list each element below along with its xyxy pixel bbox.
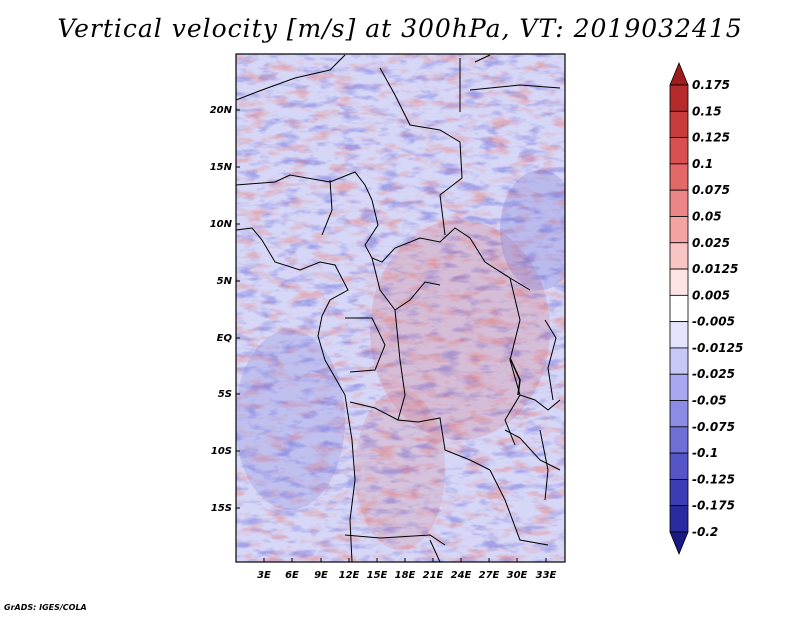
colorbar-swatch	[669, 137, 689, 165]
colorbar-swatch	[669, 321, 689, 349]
colorbar-swatch	[669, 505, 689, 533]
lon-tick-label: 27E	[479, 570, 500, 581]
country-borders	[236, 54, 561, 562]
colorbar: 0.175 0.15 0.125 0.1 0.075 0.05 0.025 0.0125 0.0…	[669, 61, 743, 556]
grads-credit: GrADS: IGES/COLA	[4, 603, 87, 612]
colorbar-swatch	[669, 294, 689, 323]
vertical-velocity-field	[236, 54, 565, 562]
lon-tick-label: 33E	[536, 570, 557, 581]
lat-tick-label: 10S	[211, 446, 232, 457]
colorbar-swatch	[669, 268, 689, 296]
colorbar-label: 0.075	[692, 183, 730, 197]
colorbar-label: 0.05	[692, 209, 722, 223]
lon-tick-label: 9E	[314, 570, 328, 581]
lat-tick-label: 10N	[210, 219, 233, 230]
lon-tick-label: 21E	[423, 570, 444, 581]
colorbar-label: -0.125	[692, 472, 735, 486]
colorbar-swatch	[669, 452, 689, 480]
colorbar-label: 0.15	[692, 104, 722, 118]
lon-tick-label: 30E	[507, 570, 528, 581]
chart-title: Vertical velocity [m/s] at 300hPa, VT: 2…	[57, 14, 743, 43]
colorbar-swatch	[669, 426, 689, 454]
map-frame	[235, 53, 566, 563]
lon-tick-label: 12E	[339, 570, 360, 581]
colorbar-swatch	[669, 189, 689, 217]
lat-tick-label: 5N	[217, 276, 233, 287]
colorbar-label: -0.025	[692, 367, 735, 381]
lat-tick-label: 5S	[218, 389, 232, 400]
colorbar-swatch	[669, 84, 689, 112]
colorbar-label: -0.005	[692, 315, 735, 329]
colorbar-label: 0.0125	[692, 262, 738, 276]
colorbar-swatch	[669, 347, 689, 375]
lon-tick-label: 15E	[367, 570, 388, 581]
colorbar-label: -0.2	[692, 525, 718, 539]
colorbar-label: 0.1	[692, 157, 713, 171]
colorbar-label: -0.1	[692, 446, 718, 460]
lat-tick-label: 20N	[210, 105, 233, 116]
lon-tick-label: 6E	[285, 570, 299, 581]
longitude-axis: 3E 6E 9E 12E 15E 18E 21E 24E 27E 30E 33E	[257, 558, 557, 581]
lon-tick-label: 3E	[257, 570, 271, 581]
lat-tick-label: 15N	[210, 162, 233, 173]
colorbar-swatch	[669, 373, 689, 401]
colorbar-swatch	[669, 163, 689, 191]
colorbar-label: 0.175	[692, 78, 730, 92]
lat-tick-label: EQ	[217, 333, 233, 344]
colorbar-top-arrow	[669, 61, 689, 86]
colorbar-swatch	[669, 242, 689, 270]
colorbar-label: -0.175	[692, 499, 735, 513]
lat-tick-label: 15S	[211, 503, 232, 514]
colorbar-label: -0.075	[692, 420, 735, 434]
colorbar-swatch	[669, 216, 689, 244]
colorbar-bottom-arrow	[669, 531, 689, 556]
lon-tick-label: 18E	[395, 570, 416, 581]
colorbar-swatch	[669, 400, 689, 428]
colorbar-label: 0.125	[692, 131, 730, 145]
colorbar-swatch	[669, 479, 689, 507]
colorbar-label: 0.025	[692, 236, 730, 250]
colorbar-label: -0.0125	[692, 341, 743, 355]
latitude-axis: 20N 15N 10N 5N EQ 5S 10S 15S	[210, 105, 240, 514]
lon-tick-label: 24E	[451, 570, 472, 581]
colorbar-swatch	[669, 110, 689, 138]
colorbar-label: 0.005	[692, 288, 730, 302]
colorbar-label: -0.05	[692, 394, 727, 408]
